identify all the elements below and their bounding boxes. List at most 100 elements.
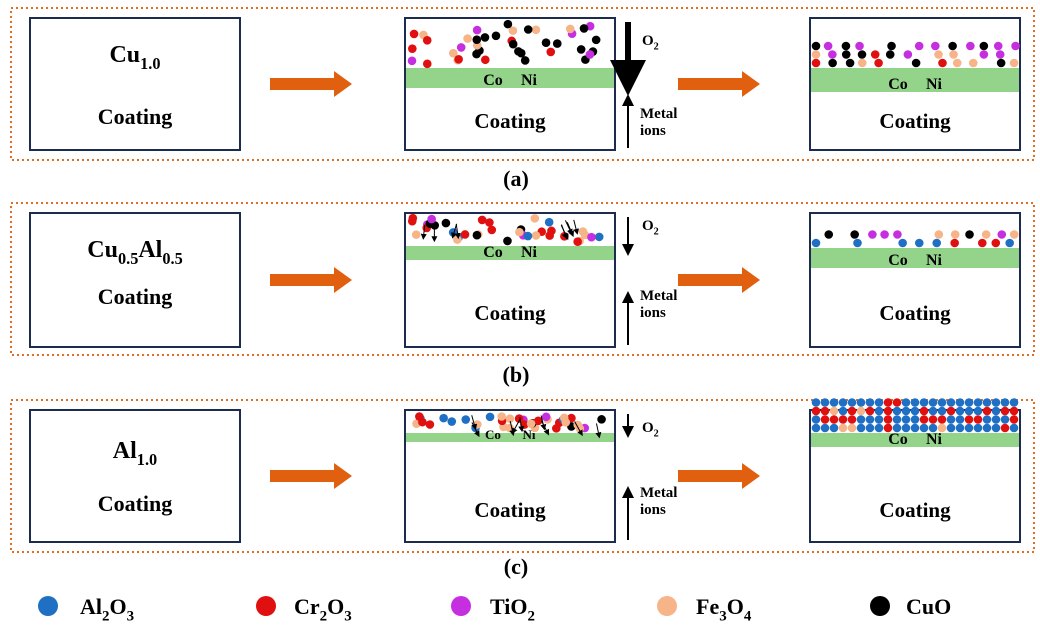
metal-label: Metal — [640, 106, 677, 122]
oxide-particle — [1010, 59, 1019, 68]
oxide-particle — [866, 415, 875, 424]
oxide-band — [406, 433, 614, 442]
oxide-particle — [1005, 239, 1014, 248]
oxide-particle — [812, 398, 821, 407]
oxide-particle — [855, 42, 864, 51]
coating-word: Coating — [879, 498, 951, 522]
oxide-particle — [410, 30, 419, 39]
oxide-particle — [886, 50, 895, 59]
oxide-particle — [812, 50, 821, 59]
subscript: 2 — [654, 42, 659, 53]
oxide-particle — [830, 424, 839, 433]
subscript: 0.5 — [162, 249, 182, 268]
oxide-particle — [884, 415, 893, 424]
oxide-particle — [858, 50, 867, 59]
oxide-particle — [902, 407, 911, 416]
oxide-particle — [997, 59, 1006, 68]
figure: Cu1.0CoatingCoNiCoNiCoatingCoatingO2Meta… — [0, 0, 1040, 625]
coating-word: Coating — [879, 301, 951, 325]
oxide-particle — [911, 398, 920, 407]
oxide-particle — [992, 415, 1001, 424]
band-label: Ni — [521, 244, 538, 261]
oxide-particle — [956, 398, 965, 407]
legend-dot — [870, 596, 890, 616]
oxide-particle — [866, 424, 875, 433]
formula-part: Cr — [294, 594, 320, 619]
oxide-particle — [821, 424, 830, 433]
oxide-particle — [842, 50, 851, 59]
oxide-particle — [884, 407, 893, 416]
oxide-particle — [868, 230, 877, 239]
oxide-particle — [931, 42, 940, 51]
oxide-particle — [965, 424, 974, 433]
oxide-particle — [580, 24, 589, 33]
process-arrow — [678, 71, 760, 97]
oxide-particle — [904, 50, 913, 59]
band-label: Ni — [926, 431, 943, 448]
oxide-particle — [857, 424, 866, 433]
coating-word: Coating — [879, 109, 951, 133]
legend-label: Fe3O4 — [696, 594, 752, 625]
band-label: Co — [888, 431, 908, 448]
subscript: 2 — [654, 227, 659, 238]
oxide-particle — [830, 415, 839, 424]
oxide-particle — [592, 36, 601, 45]
oxide-particle — [874, 59, 883, 68]
oxide-particle — [830, 398, 839, 407]
oxide-particle — [938, 424, 947, 433]
oxide-particle — [454, 55, 463, 64]
oxide-particle — [974, 398, 983, 407]
band-label: Ni — [521, 72, 538, 89]
coating-word: Coating — [474, 498, 546, 522]
ions-label: ions — [640, 123, 666, 139]
oxide-particle — [969, 59, 978, 68]
formula-part: Al — [80, 594, 102, 619]
oxide-particle — [848, 407, 857, 416]
oxide-particle — [821, 398, 830, 407]
oxide-band — [811, 248, 1019, 268]
oxide-particle — [553, 39, 562, 48]
oxide-particle — [545, 218, 554, 227]
oxide-particle — [920, 407, 929, 416]
oxide-particle — [579, 227, 588, 236]
coating-word: Coating — [474, 301, 546, 325]
oxide-particle — [546, 48, 555, 57]
oxide-particle — [934, 50, 943, 59]
formula-part: O — [642, 218, 654, 234]
oxide-particle — [994, 42, 1003, 51]
band-label: Co — [485, 427, 501, 442]
oxide-particle — [938, 398, 947, 407]
oxide-particle — [848, 415, 857, 424]
oxide-particle — [965, 415, 974, 424]
oxide-particle — [812, 42, 821, 51]
o2-label: O2 — [642, 218, 659, 238]
oxide-particle — [509, 40, 518, 49]
process-arrow — [270, 71, 352, 97]
oxide-particle — [920, 424, 929, 433]
oxide-particle — [842, 42, 851, 51]
oxide-particle — [597, 415, 606, 424]
legend-dot — [256, 596, 276, 616]
oxide-particle — [532, 231, 541, 240]
oxide-particle — [980, 42, 989, 51]
oxide-particle — [887, 42, 896, 51]
oxide-particle — [408, 57, 417, 66]
oxide-particle — [415, 412, 424, 421]
oxide-particle — [848, 424, 857, 433]
oxide-particle — [893, 424, 902, 433]
oxide-particle — [938, 59, 947, 68]
oxide-particle — [587, 233, 596, 242]
oxide-particle — [911, 415, 920, 424]
oxide-particle — [875, 407, 884, 416]
oxide-particle — [880, 230, 889, 239]
panel-caption: (c) — [504, 554, 528, 579]
oxide-particle — [485, 218, 494, 227]
oxide-particle — [821, 415, 830, 424]
oxide-particle — [875, 424, 884, 433]
oxide-particle — [920, 415, 929, 424]
oxide-particle — [517, 49, 526, 58]
subscript: 1.0 — [137, 450, 157, 469]
coating-word: Coating — [98, 491, 173, 516]
oxide-particle — [947, 398, 956, 407]
legend-dot — [657, 596, 677, 616]
